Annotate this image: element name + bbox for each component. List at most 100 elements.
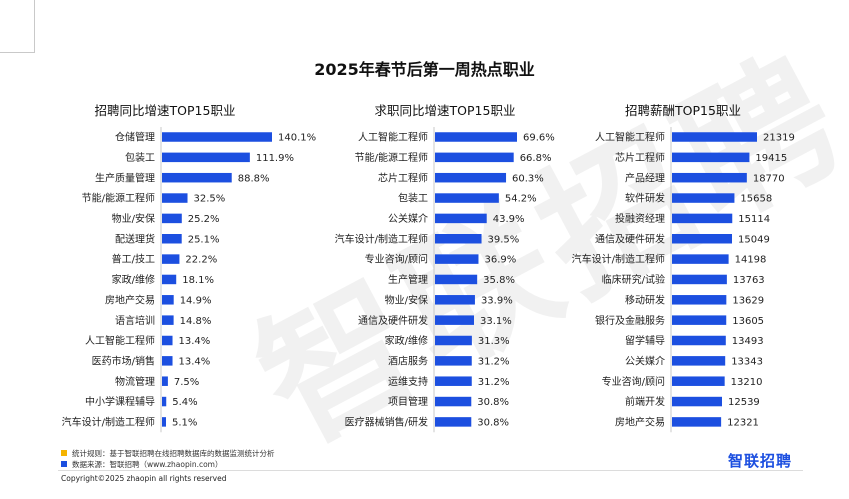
data-label: 43.9%	[493, 214, 525, 225]
data-label: 33.1%	[480, 316, 512, 327]
category-label: 中小学课程辅导	[85, 395, 155, 408]
data-label: 7.5%	[174, 377, 199, 388]
statistics-rule-note: 统计规则：基于智联招聘在线招聘数据库的数据监测统计分析	[72, 449, 275, 458]
category-label: 移动研发	[625, 293, 665, 306]
bar	[435, 295, 475, 305]
data-label: 35.8%	[483, 275, 515, 286]
category-label: 仓储管理	[115, 131, 155, 144]
corner-frame	[0, 0, 35, 53]
category-label: 医疗器械销售/研发	[345, 416, 428, 429]
bar	[435, 396, 472, 407]
category-label: 人工智能工程师	[358, 131, 428, 144]
data-source-note: 数据来源：智联招聘（www.zhaopin.com）	[72, 460, 223, 469]
bar	[672, 356, 726, 366]
zhaopin-logo: 智联招聘	[728, 452, 793, 470]
data-label: 19415	[755, 153, 787, 164]
bar	[162, 335, 173, 346]
bar	[162, 356, 173, 366]
category-label: 专业咨询/顾问	[602, 375, 665, 388]
bar	[672, 335, 726, 346]
copyright: Copyright©2025 zhaopin all rights reserv…	[61, 474, 227, 483]
panel-title-jobseeker-growth: 求职同比增速TOP15职业	[374, 103, 516, 118]
data-label: 66.8%	[520, 153, 552, 164]
category-label: 人工智能工程师	[85, 334, 155, 347]
bar	[672, 213, 733, 224]
bar	[435, 234, 482, 244]
category-label: 软件研发	[625, 192, 665, 205]
category-label: 前端开发	[625, 395, 665, 408]
bar	[435, 193, 499, 203]
data-label: 15658	[740, 194, 772, 205]
bar	[435, 172, 507, 183]
category-label: 公关媒介	[388, 212, 428, 225]
category-label: 节能/能源工程师	[82, 192, 155, 205]
bar	[162, 295, 174, 305]
data-label: 25.1%	[188, 234, 220, 245]
bar	[672, 132, 757, 142]
category-label: 包装工	[125, 151, 155, 164]
category-label: 产品经理	[625, 171, 665, 184]
data-label: 36.9%	[484, 255, 516, 266]
bar	[162, 213, 182, 224]
bar	[162, 274, 177, 285]
data-label: 22.2%	[185, 255, 217, 266]
bar	[672, 193, 735, 203]
data-label: 13343	[731, 356, 763, 367]
bar	[435, 335, 472, 346]
category-label: 汽车设计/制造工程师	[62, 416, 155, 429]
bar	[672, 152, 750, 163]
bar	[162, 132, 272, 142]
data-label: 13493	[732, 336, 764, 347]
bar	[435, 254, 479, 264]
data-label: 31.2%	[478, 377, 510, 388]
category-label: 包装工	[398, 192, 428, 205]
category-label: 人工智能工程师	[595, 131, 665, 144]
category-label: 汽车设计/制造工程师	[335, 232, 428, 245]
bar	[435, 315, 474, 325]
data-label: 15049	[738, 234, 770, 245]
bar	[672, 254, 729, 264]
data-label: 14198	[735, 255, 767, 266]
data-label: 69.6%	[523, 133, 555, 144]
data-label: 13605	[732, 316, 764, 327]
category-label: 房地产交易	[615, 416, 665, 429]
data-label: 30.8%	[477, 397, 509, 408]
bar	[672, 295, 727, 305]
note-marker-yellow	[61, 450, 67, 456]
bar	[435, 274, 478, 285]
bar	[672, 396, 722, 407]
page-title: 2025年春节后第一周热点职业	[314, 60, 535, 79]
footer-divider	[58, 470, 803, 471]
category-label: 通信及硬件研发	[595, 232, 665, 245]
category-label: 语言培训	[115, 314, 155, 327]
category-label: 芯片工程师	[378, 171, 428, 184]
category-label: 专业咨询/顾问	[365, 253, 428, 266]
category-label: 家政/维修	[385, 334, 428, 347]
bar	[162, 172, 232, 183]
data-label: 39.5%	[488, 234, 520, 245]
data-label: 33.9%	[481, 295, 513, 306]
bar	[435, 152, 514, 163]
data-label: 12321	[727, 418, 759, 429]
category-label: 生产管理	[388, 273, 428, 286]
bar	[162, 193, 188, 203]
category-label: 临床研究/试验	[602, 273, 665, 286]
bar	[435, 417, 472, 427]
bar	[162, 376, 168, 386]
bar	[435, 213, 487, 224]
bar	[672, 274, 727, 285]
data-label: 12539	[728, 397, 760, 408]
category-label: 房地产交易	[105, 293, 155, 306]
category-label: 物流管理	[115, 375, 155, 388]
data-label: 31.3%	[478, 336, 510, 347]
bar	[672, 315, 727, 325]
bar	[162, 152, 250, 163]
data-label: 15114	[738, 214, 770, 225]
data-label: 18.1%	[182, 275, 214, 286]
bar	[162, 234, 182, 244]
bar	[435, 356, 472, 366]
data-label: 13.4%	[179, 336, 211, 347]
data-label: 18770	[753, 173, 785, 184]
category-label: 芯片工程师	[615, 151, 665, 164]
bar	[162, 396, 167, 407]
